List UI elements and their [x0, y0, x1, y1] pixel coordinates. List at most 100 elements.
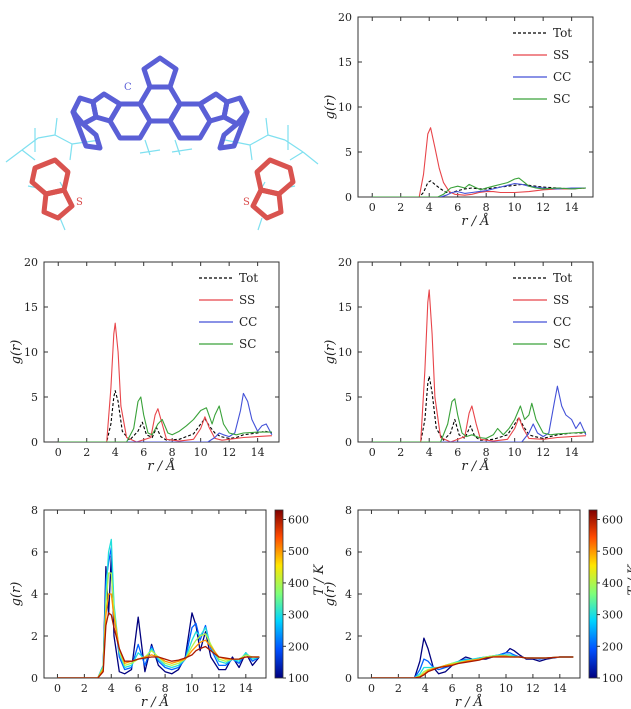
panel-top-right: 0 2 4 6 8 10 12 14 0 5 10 15 20 r / Å g(r) Tot SS CC SC: [323, 11, 594, 229]
x-tick-label: 8: [162, 682, 169, 695]
series-line-cc: [58, 392, 273, 442]
series-line-ss: [372, 127, 586, 197]
legend-label-cc: CC: [553, 315, 571, 329]
legend-label-tot: Tot: [553, 271, 572, 285]
series-line-ss: [372, 289, 586, 442]
colorbar-tick-label: 100: [288, 672, 309, 685]
y-tick-label: 5: [31, 391, 38, 404]
series-line-ss: [58, 322, 272, 442]
temperature-colorbar: 100 200 300 400 500 600 T / K: [588, 509, 631, 685]
x-tick-label: 10: [508, 201, 522, 214]
x-tick-label: 8: [169, 446, 176, 459]
y-axis-label: g(r): [323, 582, 338, 607]
x-tick-label: 10: [499, 682, 513, 695]
y-tick-label: 2: [345, 630, 352, 643]
y-tick-label: 10: [338, 101, 352, 114]
x-tick-label: 2: [397, 201, 404, 214]
colorbar-tick-label: 500: [288, 545, 309, 558]
x-tick-label: 4: [422, 682, 429, 695]
y-tick-label: 15: [338, 56, 352, 69]
y-tick-label: 20: [338, 11, 352, 24]
y-tick-label: 5: [345, 146, 352, 159]
x-tick-label: 12: [536, 201, 550, 214]
y-axis-label: g(r): [323, 340, 338, 365]
legend-label-ss: SS: [239, 293, 255, 307]
x-tick-label: 14: [565, 446, 579, 459]
x-axis-label: r / Å: [147, 458, 175, 474]
x-tick-label: 12: [536, 446, 550, 459]
x-tick-label: 4: [108, 682, 115, 695]
x-tick-label: 4: [426, 446, 433, 459]
series-line-cc: [372, 182, 586, 197]
series-group: [371, 637, 574, 678]
x-tick-label: 0: [368, 682, 375, 695]
x-tick-label: 14: [239, 682, 253, 695]
legend-label-tot: Tot: [553, 26, 572, 40]
y-tick-label: 15: [338, 301, 352, 314]
x-axis-label: r / Å: [461, 458, 489, 474]
x-tick-label: 8: [483, 446, 490, 459]
series-group: [57, 538, 260, 678]
molecule-label-core: C: [124, 82, 132, 93]
series-line-tot: [58, 390, 273, 442]
molecule-label-sulfur-left: S: [76, 197, 83, 208]
colorbar-tick-label: 200: [288, 640, 309, 653]
y-tick-label: 4: [345, 588, 352, 601]
y-tick-label: 0: [31, 436, 38, 449]
series-line-T400: [57, 572, 260, 678]
alkyl-side-chains: [5, 104, 319, 231]
thiophene-group-right: [250, 157, 296, 221]
legend: Tot SS CC SC: [199, 271, 258, 351]
y-tick-label: 8: [31, 504, 38, 517]
y-tick-label: 10: [338, 346, 352, 359]
x-tick-label: 6: [135, 682, 142, 695]
y-tick-label: 5: [345, 391, 352, 404]
core-ring-system: [70, 55, 250, 151]
series-group: [372, 127, 586, 197]
plot-frame: [357, 16, 594, 198]
x-tick-label: 4: [426, 201, 433, 214]
colorbar-tick-label: 600: [602, 514, 623, 527]
series-line-sc: [372, 398, 586, 442]
panel-middle-left: 0 2 4 6 8 10 12 14 0 5 10 15 20 r / Å g(r) Tot SS CC SC: [9, 256, 280, 474]
series-group: [58, 322, 273, 442]
x-tick-label: 0: [369, 446, 376, 459]
series-line-T200: [57, 547, 260, 678]
legend-label-cc: CC: [553, 70, 571, 84]
plot-frame: [43, 261, 280, 443]
x-tick-label: 2: [81, 682, 88, 695]
x-tick-label: 14: [251, 446, 265, 459]
series-line-T500: [57, 593, 260, 678]
colorbar-tick-label: 400: [602, 577, 623, 590]
series-line-tot: [372, 375, 586, 442]
x-tick-label: 12: [222, 446, 236, 459]
y-tick-label: 0: [345, 436, 352, 449]
series-line-cc: [372, 385, 587, 442]
series-line-sc: [372, 177, 586, 197]
series-group: [372, 289, 587, 442]
legend-label-ss: SS: [553, 293, 569, 307]
legend-label-sc: SC: [239, 337, 256, 351]
y-tick-label: 4: [31, 588, 38, 601]
x-tick-label: 2: [83, 446, 90, 459]
x-tick-label: 6: [454, 446, 461, 459]
x-tick-label: 8: [476, 682, 483, 695]
y-axis-label: g(r): [9, 340, 24, 365]
thiophene-group-left: [29, 157, 75, 221]
plot-frame: [357, 261, 594, 443]
series-line-T100: [57, 555, 260, 678]
x-tick-label: 12: [526, 682, 540, 695]
y-tick-label: 6: [345, 546, 352, 559]
legend-label-ss: SS: [553, 48, 569, 62]
temperature-colorbar: 100 200 300 400 500 600 T / K: [274, 509, 327, 685]
legend-label-sc: SC: [553, 337, 570, 351]
series-line-T300: [57, 538, 260, 678]
y-tick-label: 20: [24, 256, 38, 269]
colorbar-tick-label: 300: [602, 609, 623, 622]
y-tick-label: 10: [24, 346, 38, 359]
series-line-sc: [58, 396, 272, 442]
